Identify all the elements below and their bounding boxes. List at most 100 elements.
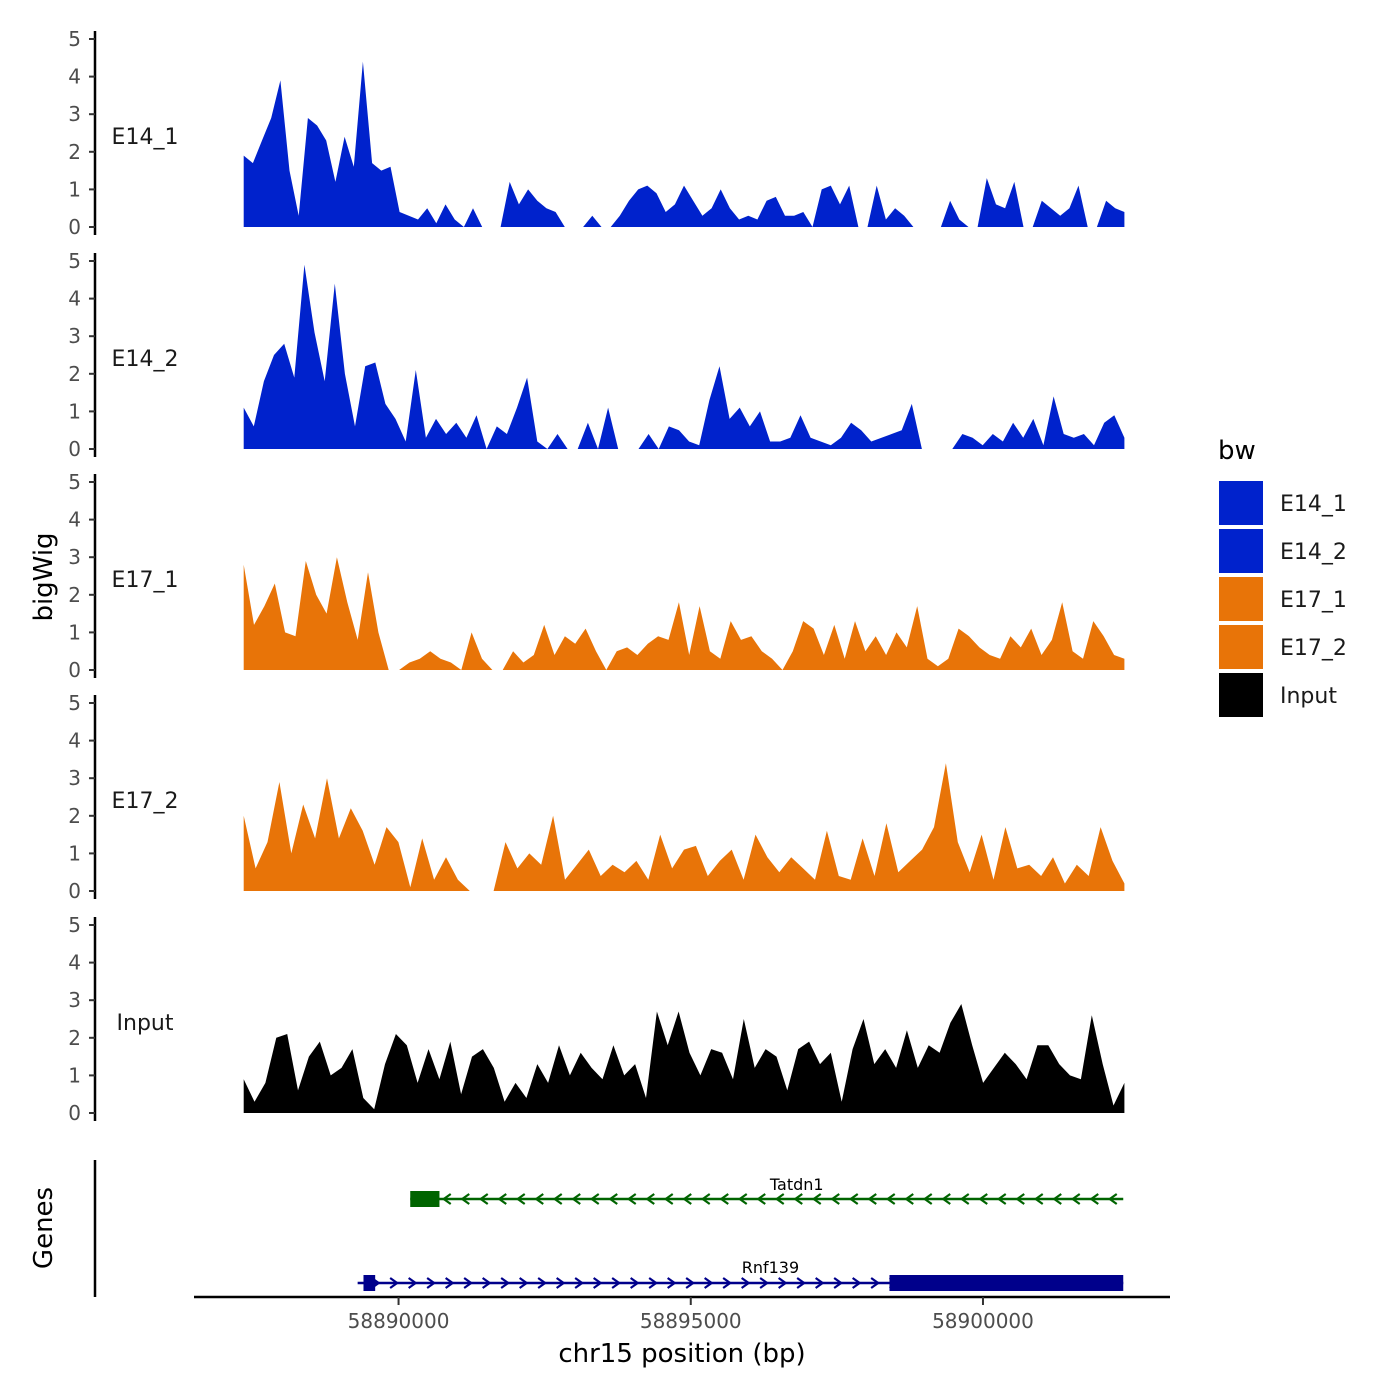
y-tick-label: 3 bbox=[68, 545, 81, 569]
legend-label: E17_2 bbox=[1280, 636, 1347, 661]
y-tick-label: 2 bbox=[68, 804, 81, 828]
strand-arrow bbox=[445, 1277, 455, 1289]
y-tick-label: 1 bbox=[68, 620, 81, 644]
y-tick-label: 1 bbox=[68, 177, 81, 201]
strand-arrow bbox=[700, 1193, 711, 1205]
strand-arrow bbox=[1052, 1193, 1062, 1205]
y-tick-label: 0 bbox=[68, 1101, 81, 1125]
strand-arrow bbox=[478, 1193, 489, 1205]
y-tick-label: 4 bbox=[68, 287, 81, 311]
strand-arrow bbox=[737, 1193, 748, 1205]
strand-arrow bbox=[682, 1193, 692, 1205]
y-tick-label: 3 bbox=[68, 324, 81, 348]
coverage-area-e17-2 bbox=[243, 763, 1125, 891]
strand-arrow bbox=[497, 1193, 507, 1205]
coverage-area-e17-1 bbox=[243, 557, 1125, 670]
exon-block bbox=[889, 1275, 1124, 1291]
strand-arrow bbox=[1089, 1193, 1099, 1205]
strand-arrow bbox=[500, 1277, 511, 1289]
track-label: E17_2 bbox=[112, 789, 179, 814]
x-tick-label: 58890000 bbox=[348, 1309, 450, 1333]
y-tick-label: 4 bbox=[68, 729, 81, 753]
coverage-area-input bbox=[243, 1004, 1125, 1113]
gene-rnf139: Rnf139 bbox=[357, 1258, 1124, 1291]
y-tick-label: 5 bbox=[68, 249, 81, 273]
strand-arrow bbox=[904, 1193, 914, 1205]
track-label: E14_1 bbox=[112, 125, 179, 150]
y-tick-label: 5 bbox=[68, 27, 81, 51]
y-tick-label: 2 bbox=[68, 140, 81, 164]
y-tick-label: 4 bbox=[68, 508, 81, 532]
strand-arrow bbox=[867, 1193, 877, 1205]
y-tick-label: 1 bbox=[68, 399, 81, 423]
track-label: E17_1 bbox=[112, 568, 179, 593]
strand-arrow bbox=[796, 1277, 807, 1289]
x-tick-label: 58900000 bbox=[932, 1309, 1034, 1333]
track-e14-1: 0 1 2 3 4 5 E14_1 bbox=[68, 27, 1125, 239]
strand-arrow bbox=[574, 1277, 585, 1289]
y-tick-label: 0 bbox=[68, 215, 81, 239]
strand-arrow bbox=[463, 1277, 474, 1289]
gene-track: Tatdn1 Rnf139 bbox=[93, 1160, 1124, 1297]
x-tick-label: 58895000 bbox=[640, 1309, 742, 1333]
exon-block bbox=[363, 1275, 376, 1291]
strand-arrow bbox=[685, 1277, 696, 1289]
y-tick-label: 2 bbox=[68, 583, 81, 607]
y-tick-label: 0 bbox=[68, 437, 81, 461]
strand-arrow bbox=[611, 1277, 622, 1289]
coverage-area-e14-2 bbox=[243, 264, 1125, 449]
strand-arrow bbox=[426, 1277, 437, 1289]
legend-swatch-e14-1 bbox=[1217, 479, 1265, 527]
strand-arrow bbox=[608, 1193, 618, 1205]
legend-label: E17_1 bbox=[1280, 588, 1347, 613]
strand-arrow bbox=[556, 1277, 566, 1289]
y-tick-label: 2 bbox=[68, 1026, 81, 1050]
y-tick-label: 0 bbox=[68, 879, 81, 903]
y-tick-label: 5 bbox=[68, 470, 81, 494]
strand-arrow bbox=[441, 1193, 452, 1205]
track-e14-2: 0 1 2 3 4 5 E14_2 bbox=[68, 249, 1125, 461]
strand-arrow bbox=[645, 1193, 655, 1205]
y-tick-label: 5 bbox=[68, 691, 81, 715]
strand-arrow bbox=[519, 1277, 529, 1289]
legend: bw E14_1 E14_2 E17_1 E17_2 Input bbox=[1217, 436, 1347, 719]
legend-swatch-e17-2 bbox=[1217, 623, 1265, 671]
legend-swatch-e17-1 bbox=[1217, 575, 1265, 623]
strand-arrow bbox=[589, 1193, 600, 1205]
strand-arrow bbox=[793, 1193, 803, 1205]
genes-axis-title: Genes bbox=[29, 1187, 59, 1269]
y-tick-label: 1 bbox=[68, 1063, 81, 1087]
strand-arrow bbox=[722, 1277, 733, 1289]
strand-arrow bbox=[1033, 1193, 1044, 1205]
strand-arrow bbox=[593, 1277, 603, 1289]
y-tick-label: 2 bbox=[68, 362, 81, 386]
strand-arrow bbox=[460, 1193, 470, 1205]
strand-arrow bbox=[852, 1277, 862, 1289]
strand-arrow bbox=[959, 1193, 970, 1205]
strand-arrow bbox=[552, 1193, 563, 1205]
x-axis: 58890000 58895000 58900000 bbox=[194, 1295, 1170, 1333]
y-tick-label: 4 bbox=[68, 65, 81, 89]
strand-arrow bbox=[1070, 1193, 1081, 1205]
strand-arrow bbox=[719, 1193, 729, 1205]
y-tick-label: 3 bbox=[68, 102, 81, 126]
strand-arrow bbox=[663, 1193, 674, 1205]
strand-arrow bbox=[630, 1277, 640, 1289]
legend-swatch-e14-2 bbox=[1217, 527, 1265, 575]
strand-arrow bbox=[408, 1277, 418, 1289]
strand-arrow bbox=[870, 1277, 881, 1289]
strand-arrow bbox=[811, 1193, 822, 1205]
strand-arrow bbox=[571, 1193, 581, 1205]
strand-arrow bbox=[626, 1193, 637, 1205]
gene-label: Tatdn1 bbox=[769, 1175, 824, 1194]
track-e17-2: 0 1 2 3 4 5 E17_2 bbox=[68, 691, 1125, 903]
coverage-area-e14-1 bbox=[243, 61, 1125, 227]
legend-label: Input bbox=[1280, 684, 1337, 709]
strand-arrow bbox=[648, 1277, 659, 1289]
strand-arrow bbox=[978, 1193, 988, 1205]
y-tick-label: 3 bbox=[68, 988, 81, 1012]
strand-arrow bbox=[534, 1193, 544, 1205]
strand-arrow bbox=[833, 1277, 844, 1289]
legend-label: E14_1 bbox=[1280, 492, 1347, 517]
